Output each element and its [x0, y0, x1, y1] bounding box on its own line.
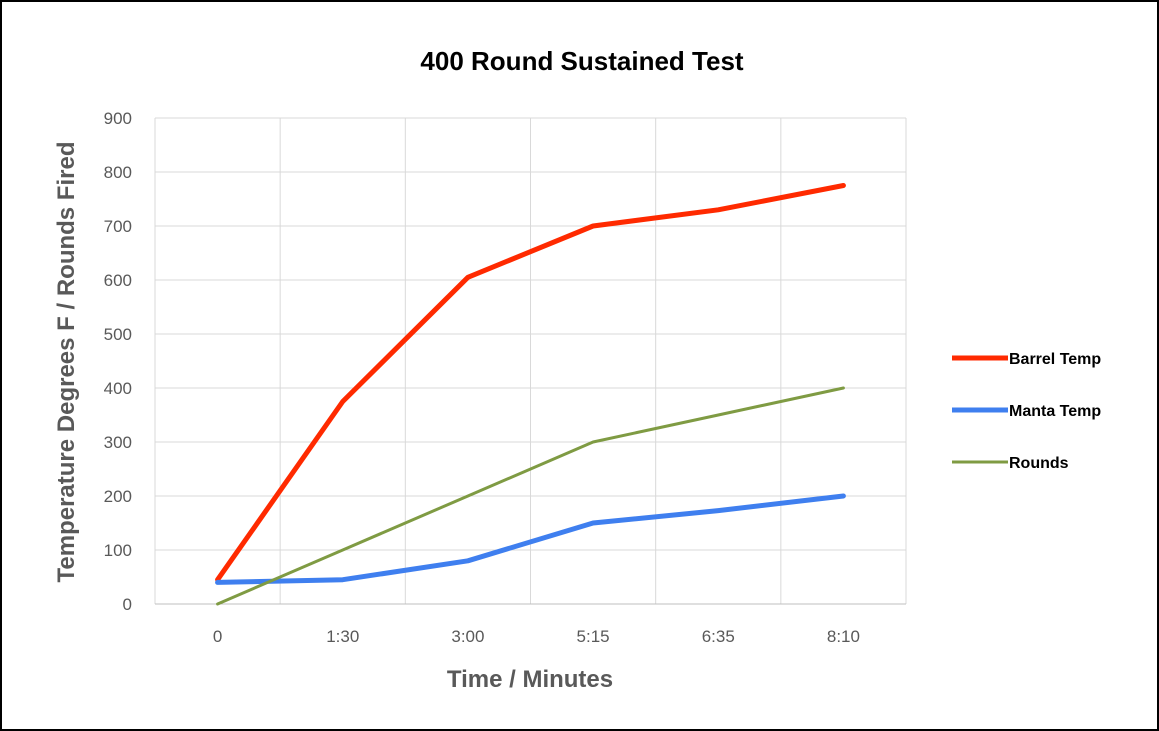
- y-tick-label: 900: [104, 109, 132, 128]
- y-tick-label: 300: [104, 433, 132, 452]
- x-tick-label: 6:35: [702, 627, 735, 646]
- y-tick-label: 700: [104, 217, 132, 236]
- y-tick-label: 0: [123, 595, 132, 614]
- y-tick-label: 200: [104, 487, 132, 506]
- y-axis-title: Temperature Degrees F / Rounds Fired: [53, 142, 80, 583]
- series-line-barrel-temp: [215, 183, 846, 583]
- y-tick-label: 600: [104, 271, 132, 290]
- y-tick-label: 400: [104, 379, 132, 398]
- series-line-rounds: [216, 386, 845, 606]
- x-tick-label: 8:10: [827, 627, 860, 646]
- y-axis-ticks: 0 100 200 300 400 500 600 700 800 900: [104, 109, 132, 614]
- x-axis-ticks: 0 1:30 3:00 5:15 6:35 8:10: [213, 627, 860, 646]
- x-tick-label: 0: [213, 627, 222, 646]
- y-tick-label: 800: [104, 163, 132, 182]
- legend-label-barrel-temp: Barrel Temp: [1009, 351, 1101, 368]
- legend: Barrel Temp Manta Temp Rounds: [952, 351, 1101, 472]
- x-tick-label: 3:00: [451, 627, 484, 646]
- legend-label-rounds: Rounds: [1009, 455, 1069, 472]
- x-tick-label: 5:15: [577, 627, 610, 646]
- x-axis-title: Time / Minutes: [447, 666, 613, 693]
- chart-title: 400 Round Sustained Test: [420, 46, 743, 76]
- series-line-manta-temp: [215, 493, 846, 585]
- gridlines: [154, 117, 907, 605]
- series-lines: [215, 183, 846, 606]
- y-tick-label: 500: [104, 325, 132, 344]
- y-tick-label: 100: [104, 541, 132, 560]
- x-tick-label: 1:30: [326, 627, 359, 646]
- legend-label-manta-temp: Manta Temp: [1009, 403, 1101, 420]
